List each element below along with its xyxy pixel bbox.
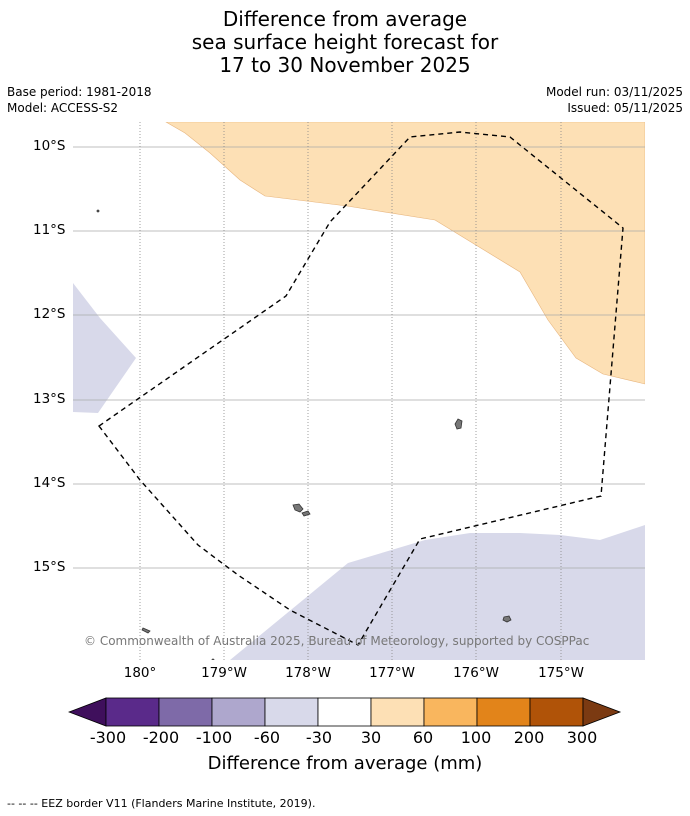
model-run: Model run: 03/11/2025: [545, 85, 683, 99]
title-line-1: Difference from average: [222, 7, 468, 31]
island-west-1: [292, 503, 304, 513]
island-west-2: [301, 510, 311, 517]
colorbar-segment: [476, 697, 531, 727]
cbar-tick-label: 30: [360, 728, 382, 747]
land: [96, 209, 512, 660]
cbar-tick-label: 200: [513, 728, 545, 747]
map-area: [73, 122, 645, 660]
lon-label-177w: 177°W: [369, 665, 415, 681]
island-east: [454, 418, 463, 430]
lon-label-178w: 178°W: [285, 665, 331, 681]
colorbar-segment: [264, 697, 319, 727]
lat-label-11s: 11°S: [33, 222, 66, 238]
lat-label-14s: 14°S: [33, 475, 66, 491]
cbar-tick-label: -100: [195, 728, 233, 747]
colorbar-extend-high: [582, 697, 622, 727]
lat-label-15s: 15°S: [33, 559, 66, 575]
colorbar-segment: [158, 697, 213, 727]
lon-label-175w: 175°W: [538, 665, 584, 681]
island-southwest: [141, 627, 151, 634]
colorbar-segment: [423, 697, 478, 727]
meta-left: Base period: 1981-2018 Model: ACCESS-S2: [7, 84, 152, 116]
title-line-2: sea surface height forecast for: [191, 30, 499, 54]
model-name: Model: ACCESS-S2: [7, 101, 119, 115]
colorbar-segment: [211, 697, 266, 727]
graticule: [73, 146, 645, 569]
cbar-tick-label: -30: [305, 728, 333, 747]
cbar-tick-label: 100: [460, 728, 492, 747]
colorbar-segment: [529, 697, 584, 727]
colorbar-label: Difference from average (mm): [207, 753, 483, 774]
lat-label-12s: 12°S: [33, 306, 66, 322]
cbar-tick-label: 60: [412, 728, 434, 747]
colorbar-segment: [105, 697, 160, 727]
lon-label-180: 180°: [123, 665, 157, 681]
colorbar-extend-low: [68, 697, 107, 727]
lon-label-176w: 176°W: [453, 665, 499, 681]
cbar-tick-label: -300: [89, 728, 127, 747]
colorbar-segment: [317, 697, 372, 727]
meta-right: Model run: 03/11/2025 Issued: 05/11/2025: [546, 84, 683, 116]
colorbar: [68, 697, 622, 727]
cbar-tick-label: 300: [566, 728, 598, 747]
islet-south: [211, 658, 215, 660]
map-title: Difference from average sea surface heig…: [0, 8, 690, 77]
negative-anomaly-region-south: [230, 525, 645, 660]
island-south: [502, 615, 512, 623]
copyright-notice: © Commonwealth of Australia 2025, Bureau…: [84, 634, 590, 648]
cbar-tick-label: -200: [142, 728, 180, 747]
cbar-tick-label: -60: [253, 728, 281, 747]
eez-border: [98, 131, 624, 646]
negative-anomaly-region-west: [73, 283, 136, 413]
lon-label-179w: 179°W: [201, 665, 247, 681]
eez-footnote: -- -- -- EEZ border V11 (Flanders Marine…: [7, 797, 316, 810]
islet-northwest: [96, 209, 100, 213]
positive-anomaly-region: [165, 122, 645, 385]
title-line-3: 17 to 30 November 2025: [219, 53, 471, 77]
lat-label-13s: 13°S: [33, 391, 66, 407]
issued-date: Issued: 05/11/2025: [567, 101, 683, 115]
lat-label-10s: 10°S: [33, 138, 66, 154]
base-period: Base period: 1981-2018: [7, 85, 152, 99]
colorbar-segment: [370, 697, 425, 727]
